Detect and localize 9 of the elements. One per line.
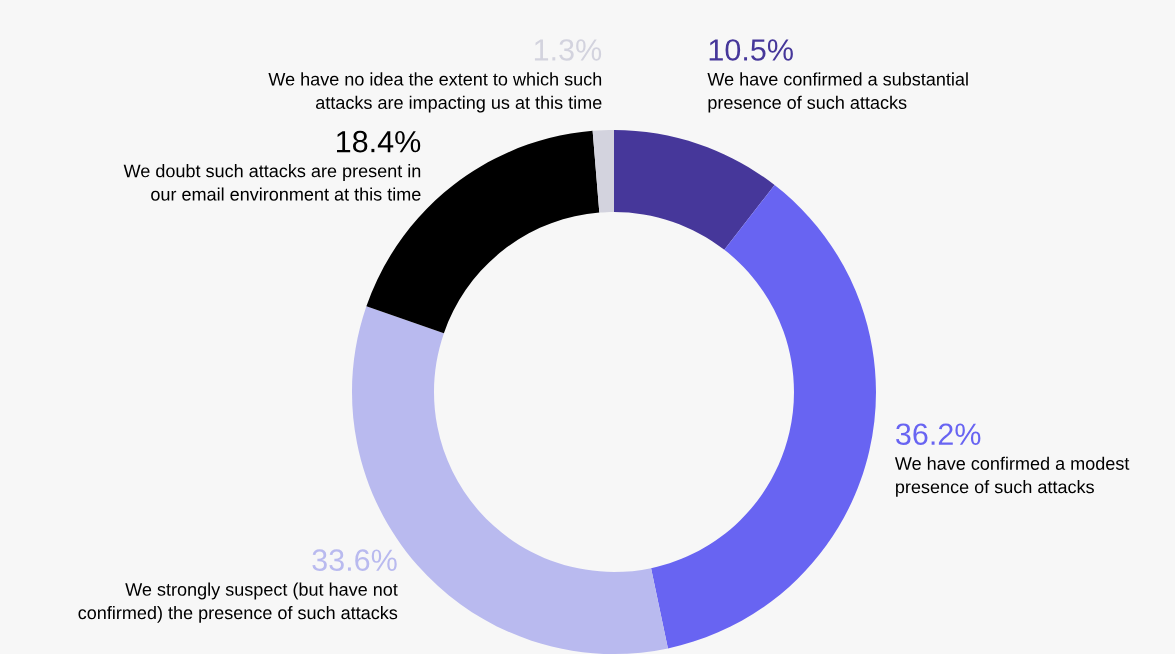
slice-label: We have confirmed a modest presence of such attacks <box>894 456 1130 497</box>
data-label: 10.5% <box>709 39 793 61</box>
slice-label: We have confirmed a substantial presence of such attacks <box>707 72 968 113</box>
slice-label: We have no idea the extent to which such attacks are impacting us at this time <box>268 72 602 113</box>
slice-label: We strongly suspect (but have not confirmed) the presence of such attacks <box>78 582 398 623</box>
data-label: 18.4% <box>337 130 421 153</box>
data-label: 36.2% <box>896 423 981 446</box>
data-label: 33.6% <box>312 549 397 571</box>
slice-label: We doubt such attacks are present in our email environment at this time <box>123 164 421 201</box>
